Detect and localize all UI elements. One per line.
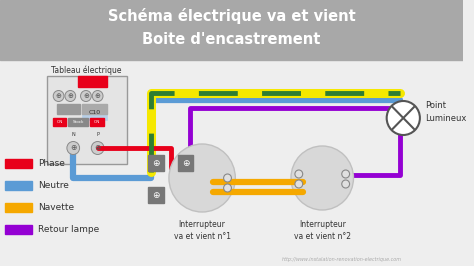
Text: ⊕: ⊕	[153, 190, 160, 200]
Text: Neutre: Neutre	[38, 181, 69, 190]
Circle shape	[224, 174, 231, 182]
Bar	[178, 155, 193, 171]
Text: P: P	[96, 131, 99, 136]
Circle shape	[81, 90, 91, 102]
Circle shape	[387, 101, 420, 135]
Text: Retour lampe: Retour lampe	[38, 225, 100, 234]
Text: Navette: Navette	[38, 203, 74, 212]
Text: N: N	[72, 131, 75, 136]
Bar	[90, 118, 103, 126]
Bar	[56, 104, 80, 114]
Bar	[82, 104, 108, 120]
Circle shape	[65, 90, 76, 102]
Text: Boite d'encastrement: Boite d'encastrement	[142, 32, 320, 48]
Bar	[0, 0, 463, 60]
Bar	[53, 118, 66, 126]
Circle shape	[91, 142, 104, 155]
Circle shape	[342, 170, 350, 178]
Bar	[5, 203, 32, 212]
Circle shape	[92, 90, 103, 102]
Text: ⊕: ⊕	[182, 159, 189, 168]
Circle shape	[67, 142, 80, 155]
Text: ⊕: ⊕	[70, 143, 76, 152]
Circle shape	[295, 180, 303, 188]
Text: ON: ON	[56, 120, 63, 124]
Bar	[148, 187, 164, 203]
Bar	[68, 118, 88, 126]
Text: Stock: Stock	[73, 120, 84, 124]
Bar	[148, 155, 164, 171]
Bar	[78, 76, 108, 87]
Text: Phase: Phase	[38, 159, 65, 168]
Circle shape	[291, 146, 354, 210]
Text: ⊕: ⊕	[153, 159, 160, 168]
Text: Point
Lumineux: Point Lumineux	[425, 101, 466, 123]
Circle shape	[53, 90, 64, 102]
Bar	[5, 181, 32, 190]
Circle shape	[342, 180, 350, 188]
Text: C10: C10	[89, 110, 101, 114]
Circle shape	[224, 184, 231, 192]
Text: ON: ON	[93, 120, 100, 124]
Text: http://www.instalation-renovation-electrique.com: http://www.instalation-renovation-electr…	[282, 257, 402, 263]
Text: Interrupteur
va et vient n°1: Interrupteur va et vient n°1	[173, 220, 231, 241]
Text: Schéma électrique va et vient: Schéma électrique va et vient	[108, 8, 356, 24]
Bar	[47, 76, 127, 164]
Text: Interrupteur
va et vient n°2: Interrupteur va et vient n°2	[294, 220, 351, 241]
Text: Tableau électrique: Tableau électrique	[51, 65, 121, 75]
Circle shape	[295, 170, 303, 178]
Text: ⊕: ⊕	[95, 93, 100, 99]
Text: ⊕: ⊕	[55, 93, 62, 99]
Bar	[5, 225, 32, 234]
Circle shape	[169, 144, 235, 212]
Bar	[82, 104, 108, 114]
Text: ⊕: ⊕	[83, 93, 89, 99]
Text: ⊕: ⊕	[94, 143, 101, 152]
Text: ⊕: ⊕	[67, 93, 73, 99]
Bar	[5, 159, 32, 168]
